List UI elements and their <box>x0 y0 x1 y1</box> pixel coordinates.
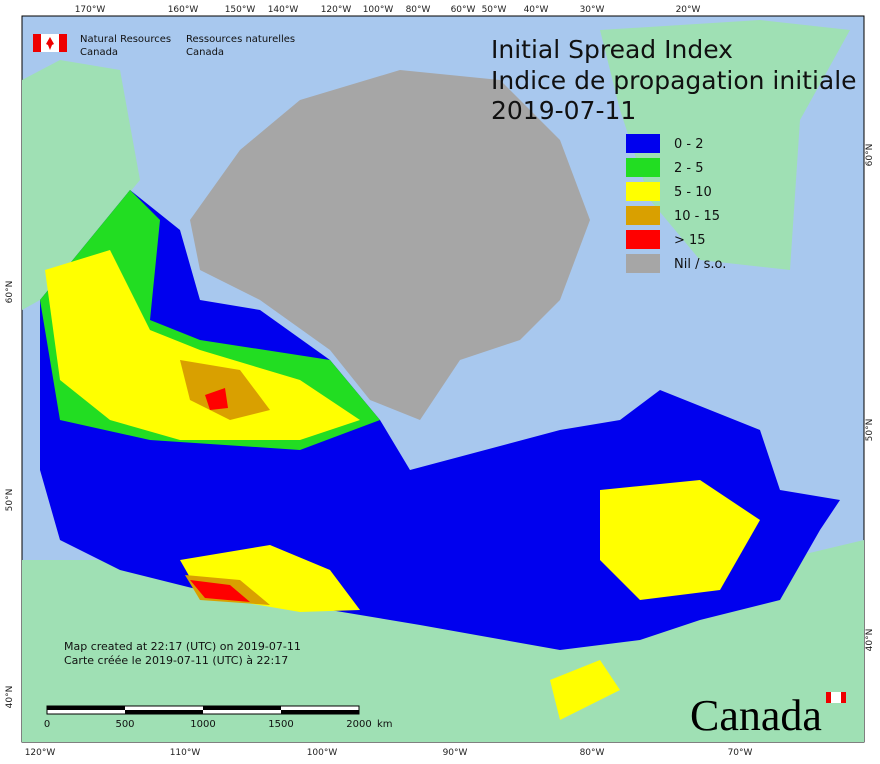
region-5-10-ontario <box>550 660 620 720</box>
lon-label: 170°W <box>75 5 106 15</box>
lon-label: 140°W <box>268 5 299 15</box>
legend: 0 - 2 2 - 5 5 - 10 10 - 15 > 15 Nil / s.o. <box>626 134 726 273</box>
scale-unit: km <box>377 719 393 730</box>
legend-swatch <box>626 182 660 201</box>
legend-swatch <box>626 230 660 249</box>
lat-label: 60°N <box>5 281 15 304</box>
agency-fr: Ressources naturelles <box>186 34 295 45</box>
scale-label: 1500 <box>268 719 293 730</box>
maple-leaf <box>46 37 54 50</box>
lon-label: 80°W <box>580 748 605 758</box>
lat-label: 40°N <box>865 629 875 652</box>
note: Map created at 22:17 (UTC) on 2019-07-11 <box>64 640 301 653</box>
lon-label: 150°W <box>225 5 256 15</box>
lat-label: 40°N <box>5 686 15 709</box>
agency-en: Canada <box>80 47 118 58</box>
scale-label: 0 <box>44 719 50 730</box>
scale-label: 2000 <box>346 719 371 730</box>
scale-segment <box>203 706 281 710</box>
legend-label: 10 - 15 <box>674 209 720 224</box>
title: 2019-07-11 <box>491 96 636 125</box>
title: Initial Spread Index <box>491 35 733 64</box>
wordmark-flag-center <box>831 692 841 703</box>
lon-label: 20°W <box>676 5 701 15</box>
lon-label: 160°W <box>168 5 199 15</box>
note: Carte créée le 2019-07-11 (UTC) à 22:17 <box>64 654 288 667</box>
lon-label: 80°W <box>406 5 431 15</box>
legend-swatch <box>626 206 660 225</box>
lat-label: 50°N <box>5 489 15 512</box>
scale-segment <box>47 706 125 710</box>
alaska <box>22 60 140 310</box>
title: Indice de propagation initiale <box>491 66 857 95</box>
lon-label: 100°W <box>363 5 394 15</box>
legend-swatch <box>626 158 660 177</box>
region-5-10 <box>45 250 360 440</box>
greenland <box>600 20 850 270</box>
lon-label: 50°W <box>482 5 507 15</box>
legend-swatch <box>626 134 660 153</box>
scale-segment <box>125 710 203 714</box>
lon-label: 90°W <box>443 748 468 758</box>
lon-label: 40°W <box>524 5 549 15</box>
flag-bar <box>33 34 41 52</box>
lon-label: 120°W <box>25 748 56 758</box>
lon-label: 30°W <box>580 5 605 15</box>
lon-label: 120°W <box>321 5 352 15</box>
agency-en: Natural Resources <box>80 34 171 45</box>
scale-bar: 0 500 1000 1500 2000 km <box>44 705 393 730</box>
legend-swatch <box>626 254 660 273</box>
region-15-south <box>190 580 250 602</box>
scale-segment <box>281 710 359 714</box>
wordmark: Canada <box>690 691 822 740</box>
region-15 <box>205 388 228 410</box>
lat-label: 50°N <box>865 419 875 442</box>
lon-label: 110°W <box>170 748 201 758</box>
legend-label: 5 - 10 <box>674 185 712 200</box>
arctic-no-data <box>190 70 590 420</box>
legend-label: 0 - 2 <box>674 137 704 152</box>
scale-label: 500 <box>115 719 134 730</box>
scale-label: 1000 <box>190 719 215 730</box>
agency-fr: Canada <box>186 47 224 58</box>
flag-bar <box>59 34 67 52</box>
lat-label: 60°N <box>865 144 875 167</box>
region-5-10-east <box>600 480 760 600</box>
legend-label: Nil / s.o. <box>674 257 726 272</box>
lon-label: 70°W <box>728 748 753 758</box>
legend-label: 2 - 5 <box>674 161 704 176</box>
lon-label: 60°W <box>451 5 476 15</box>
lon-label: 100°W <box>307 748 338 758</box>
legend-label: > 15 <box>674 233 706 248</box>
